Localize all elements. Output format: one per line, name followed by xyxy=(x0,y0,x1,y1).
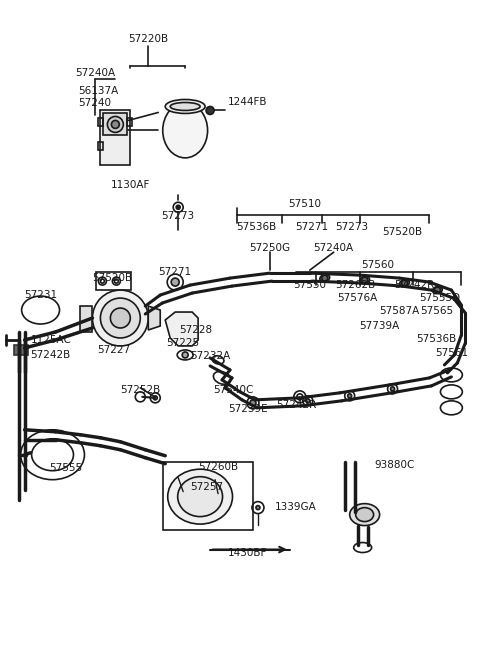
Circle shape xyxy=(250,400,256,406)
Circle shape xyxy=(110,308,130,328)
Circle shape xyxy=(93,290,148,346)
Ellipse shape xyxy=(320,274,330,282)
Polygon shape xyxy=(165,312,198,346)
Text: 57739A: 57739A xyxy=(360,321,400,331)
Bar xyxy=(13,345,28,355)
Ellipse shape xyxy=(350,504,380,525)
Text: 57273: 57273 xyxy=(335,222,368,233)
Polygon shape xyxy=(148,306,160,330)
Bar xyxy=(127,119,132,126)
Circle shape xyxy=(256,506,260,510)
Text: 57242R: 57242R xyxy=(395,280,434,290)
Text: 57536B: 57536B xyxy=(236,222,276,233)
Text: 57561: 57561 xyxy=(435,348,468,358)
Ellipse shape xyxy=(165,100,205,113)
Text: 57555D: 57555D xyxy=(419,293,460,303)
Ellipse shape xyxy=(356,508,373,521)
Text: 57257: 57257 xyxy=(191,481,224,492)
Circle shape xyxy=(348,394,352,398)
Bar xyxy=(98,119,103,126)
Text: 57240A: 57240A xyxy=(75,67,116,77)
Polygon shape xyxy=(100,111,130,165)
Text: 57239E: 57239E xyxy=(228,404,268,414)
Text: 57220B: 57220B xyxy=(128,33,168,44)
Text: 57240: 57240 xyxy=(78,98,111,109)
Text: 57227: 57227 xyxy=(97,345,130,355)
Ellipse shape xyxy=(360,276,370,284)
Text: 57510: 57510 xyxy=(288,199,321,209)
Circle shape xyxy=(171,278,179,286)
Text: 1130AF: 1130AF xyxy=(110,180,150,191)
Ellipse shape xyxy=(178,477,223,517)
Text: 57555: 57555 xyxy=(49,462,82,473)
Text: 57520B: 57520B xyxy=(92,273,132,283)
Circle shape xyxy=(176,205,180,209)
Text: 93880C: 93880C xyxy=(374,460,415,470)
Text: 57240A: 57240A xyxy=(313,243,354,253)
Text: 57242R: 57242R xyxy=(276,400,316,410)
Text: 57250G: 57250G xyxy=(249,243,290,253)
Text: 57262B: 57262B xyxy=(336,280,376,290)
Circle shape xyxy=(434,287,441,293)
Text: 57550: 57550 xyxy=(293,280,326,290)
Bar xyxy=(103,113,127,136)
Circle shape xyxy=(100,298,140,338)
Circle shape xyxy=(306,399,310,403)
Ellipse shape xyxy=(400,280,409,287)
Circle shape xyxy=(111,121,120,128)
Text: 57536B: 57536B xyxy=(416,334,456,344)
Ellipse shape xyxy=(432,286,443,293)
Text: 57228: 57228 xyxy=(180,325,213,335)
Ellipse shape xyxy=(170,102,200,111)
Text: 57565: 57565 xyxy=(420,306,453,316)
Bar xyxy=(96,272,132,290)
Ellipse shape xyxy=(168,469,232,524)
Text: 57231: 57231 xyxy=(24,290,57,300)
Text: 1125AC: 1125AC xyxy=(31,335,72,345)
Text: 1339GA: 1339GA xyxy=(275,502,317,512)
Bar xyxy=(98,142,103,151)
Circle shape xyxy=(182,352,188,358)
Bar xyxy=(163,462,253,530)
Text: 57540C: 57540C xyxy=(213,385,253,395)
Text: 57273: 57273 xyxy=(162,211,195,221)
Text: 57232A: 57232A xyxy=(190,351,230,361)
Text: 57560: 57560 xyxy=(361,260,394,270)
Text: 57260B: 57260B xyxy=(198,462,238,472)
Circle shape xyxy=(402,280,408,286)
Text: 57242B: 57242B xyxy=(31,350,71,360)
Text: 57225: 57225 xyxy=(167,338,200,348)
Text: 1430BF: 1430BF xyxy=(228,548,268,557)
Text: 57520B: 57520B xyxy=(383,227,422,237)
Text: 56137A: 56137A xyxy=(78,86,119,96)
Circle shape xyxy=(153,396,157,400)
Ellipse shape xyxy=(163,103,207,158)
Circle shape xyxy=(206,107,214,115)
Circle shape xyxy=(361,277,368,283)
Circle shape xyxy=(108,117,123,132)
Polygon shape xyxy=(81,306,93,332)
Text: 57271: 57271 xyxy=(158,267,192,277)
Text: 1244FB: 1244FB xyxy=(228,98,267,107)
Text: 57271: 57271 xyxy=(295,222,328,233)
Circle shape xyxy=(322,275,328,281)
Text: 57587A: 57587A xyxy=(379,306,420,316)
Circle shape xyxy=(391,387,395,391)
Text: 57252B: 57252B xyxy=(120,385,160,395)
Text: 57576A: 57576A xyxy=(337,293,378,303)
